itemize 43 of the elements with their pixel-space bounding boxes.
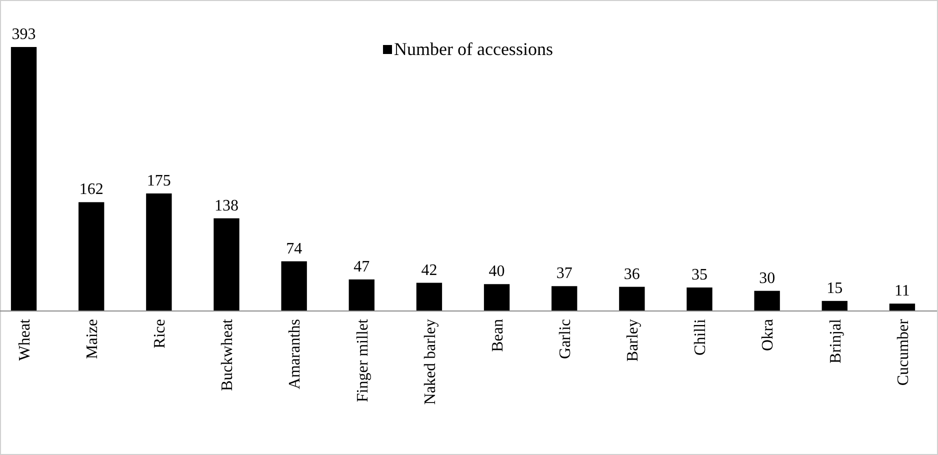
- data-label: 42: [421, 262, 438, 279]
- x-tick-label: Cucumber: [894, 318, 912, 386]
- data-label: 11: [894, 282, 910, 300]
- x-tick-label: Buckwheat: [219, 318, 236, 391]
- data-label: 175: [146, 172, 171, 190]
- x-tick-label: Amaranths: [286, 319, 304, 390]
- data-label: 35: [692, 266, 708, 284]
- bar: [686, 287, 712, 311]
- x-tick-label: Garlic: [556, 319, 574, 359]
- bar: [484, 284, 510, 311]
- x-tick-label: Maize: [84, 319, 101, 359]
- bar: [416, 282, 442, 311]
- bar: [889, 304, 916, 311]
- x-tick-label: Rice: [152, 319, 169, 348]
- data-label: 40: [488, 263, 505, 280]
- bar: [754, 290, 780, 311]
- bar: [146, 193, 172, 311]
- x-tick-label: Wheat: [16, 318, 34, 361]
- data-label: 393: [12, 26, 36, 43]
- bar: [214, 218, 240, 311]
- x-tick-label: Naked barley: [422, 319, 439, 405]
- data-label: 162: [79, 181, 104, 198]
- data-label: 36: [624, 266, 640, 283]
- data-label: 30: [759, 270, 776, 287]
- bar: [552, 286, 578, 311]
- x-tick-label: Barley: [624, 319, 642, 362]
- x-tick-label: Okra: [760, 319, 777, 351]
- data-label: 74: [286, 240, 302, 258]
- bar: [78, 202, 104, 311]
- x-tick-label: Brinjal: [827, 318, 844, 364]
- x-tick-label: Finger millet: [354, 318, 372, 402]
- bar: [10, 47, 37, 311]
- bar: [619, 286, 645, 311]
- bar: [348, 279, 374, 311]
- data-label: 37: [556, 265, 572, 282]
- data-label: 47: [354, 258, 370, 276]
- legend-label: Number of accessions: [394, 39, 553, 59]
- bar: [281, 261, 307, 311]
- x-tick-label: Chilli: [692, 318, 710, 356]
- data-label: 138: [214, 197, 238, 214]
- data-label: 15: [826, 280, 843, 297]
- bar: [822, 300, 848, 311]
- x-tick-label: Bean: [489, 319, 506, 352]
